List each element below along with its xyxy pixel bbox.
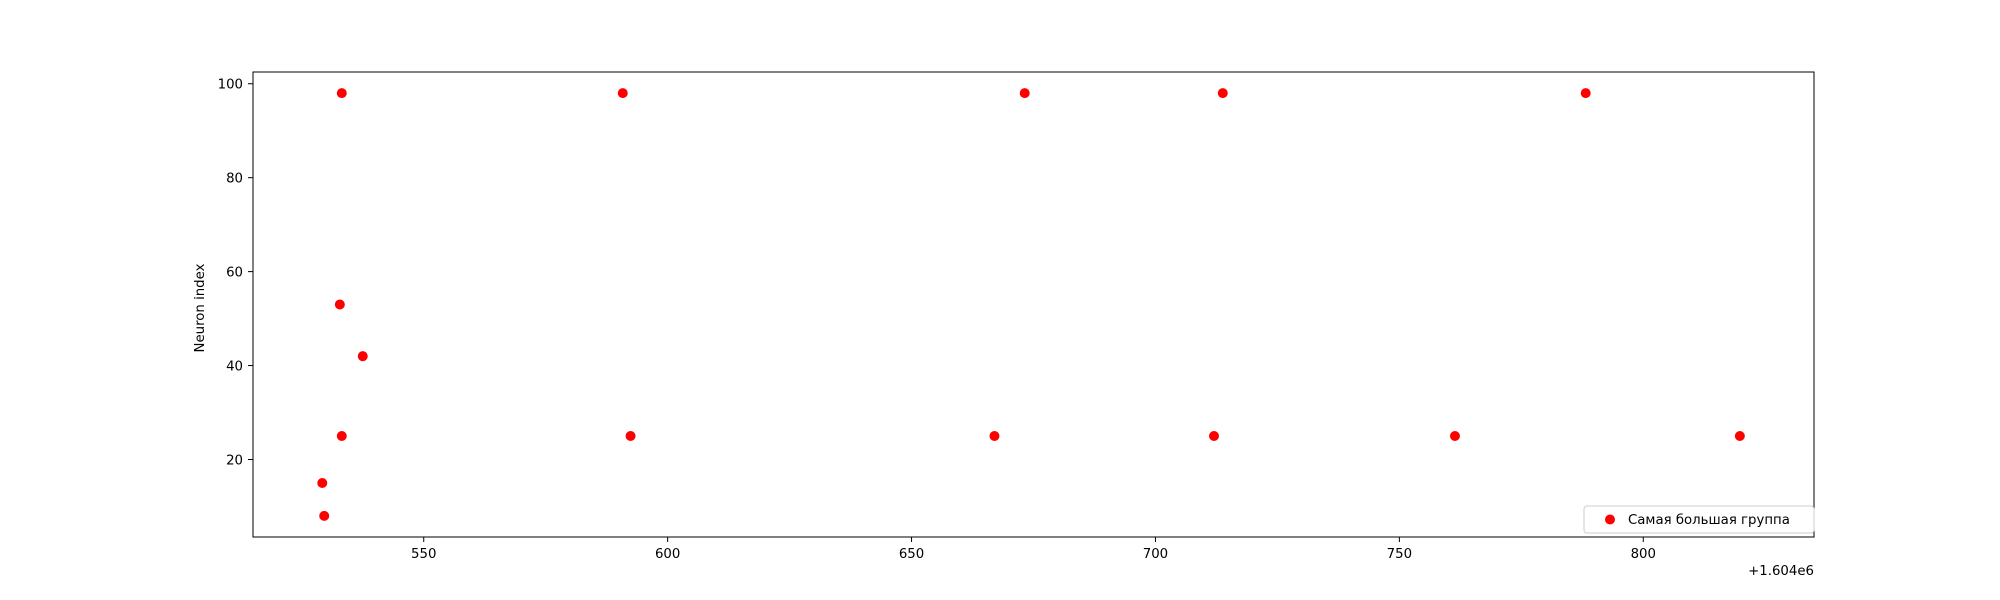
data-point <box>1019 88 1030 99</box>
legend-marker <box>1605 514 1615 525</box>
data-point <box>989 431 1000 442</box>
y-tick-label: 20 <box>226 454 243 469</box>
data-point <box>317 477 328 488</box>
data-point <box>1217 88 1228 99</box>
data-point <box>1208 431 1219 442</box>
data-point <box>1580 88 1591 99</box>
y-tick-label: 60 <box>226 266 243 281</box>
data-point <box>357 351 368 362</box>
x-axis-offset-label: +1.604e6 <box>1748 564 1814 579</box>
x-tick-label: 650 <box>899 547 924 562</box>
x-axis: 550 600 650 700 750 800 <box>411 537 1656 562</box>
plot-area <box>252 71 1815 538</box>
legend-label: Самая большая группа <box>1628 512 1790 528</box>
data-point <box>334 299 345 310</box>
legend-frame <box>1583 505 1815 534</box>
x-tick-label: 800 <box>1631 547 1656 562</box>
x-tick-label: 750 <box>1387 547 1412 562</box>
y-axis-label: Neuron index <box>193 263 208 352</box>
data-point <box>617 88 628 99</box>
data-point <box>1449 431 1460 442</box>
data-point <box>1734 431 1745 442</box>
x-tick-label: 600 <box>655 547 680 562</box>
data-point <box>625 431 636 442</box>
data-point <box>336 88 347 99</box>
legend: Самая большая группа <box>1583 505 1815 534</box>
y-tick-label: 40 <box>226 360 243 375</box>
y-axis: 20 40 60 80 100 <box>218 78 253 469</box>
data-point <box>319 510 330 521</box>
x-tick-label: 700 <box>1143 547 1168 562</box>
y-tick-label: 80 <box>226 172 243 187</box>
data-points <box>317 88 1745 521</box>
data-point <box>336 431 347 442</box>
y-tick-label: 100 <box>218 78 243 93</box>
x-tick-label: 550 <box>411 547 436 562</box>
axes-frame <box>252 71 1815 538</box>
